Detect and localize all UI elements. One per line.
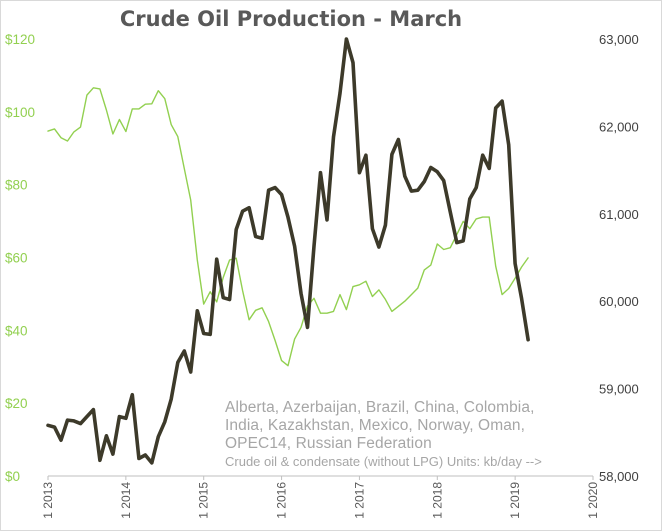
y-left-tick-label: $40 <box>5 323 28 338</box>
y-left-tick-label: $0 <box>5 469 20 484</box>
y-left-tick-label: $80 <box>5 178 28 193</box>
annotation-line: Alberta, Azerbaijan, Brazil, China, Colo… <box>225 399 535 416</box>
chart-title: Crude Oil Production - March <box>119 7 463 31</box>
y-right-tick-label: 63,000 <box>599 32 639 47</box>
annotation-line: OPEC14, Russian Federation <box>225 435 432 452</box>
chart-annotation: Alberta, Azerbaijan, Brazil, China, Colo… <box>225 399 585 469</box>
units-note: Crude oil & condensate (without LPG) Uni… <box>225 454 542 469</box>
y-right-tick-label: 58,000 <box>599 469 639 484</box>
y-left-tick-label: $20 <box>5 396 28 411</box>
annotation-line: India, Kazakhstan, Mexico, Norway, Oman, <box>225 417 526 434</box>
y-right-tick-label: 60,000 <box>599 294 639 309</box>
x-tick-label: 1 2013 <box>41 482 55 519</box>
x-tick-label: 1 2014 <box>119 482 133 519</box>
production-line <box>46 37 530 465</box>
y-left-tick-label: $100 <box>5 105 35 120</box>
x-tick-label: 1 2020 <box>586 482 600 519</box>
x-tick-label: 1 2019 <box>508 482 522 519</box>
x-tick-label: 1 2017 <box>352 482 366 519</box>
y-left-tick-label: $60 <box>5 251 28 266</box>
x-tick-label: 1 2015 <box>197 482 211 519</box>
y-right-tick-label: 62,000 <box>599 119 639 134</box>
y-right-tick-label: 61,000 <box>599 207 639 222</box>
y-right-tick-label: 59,000 <box>599 382 639 397</box>
x-tick-label: 1 2016 <box>275 482 289 519</box>
oil-price-line <box>47 87 529 367</box>
x-tick-label: 1 2018 <box>430 482 444 519</box>
y-left-tick-label: $120 <box>5 32 35 47</box>
